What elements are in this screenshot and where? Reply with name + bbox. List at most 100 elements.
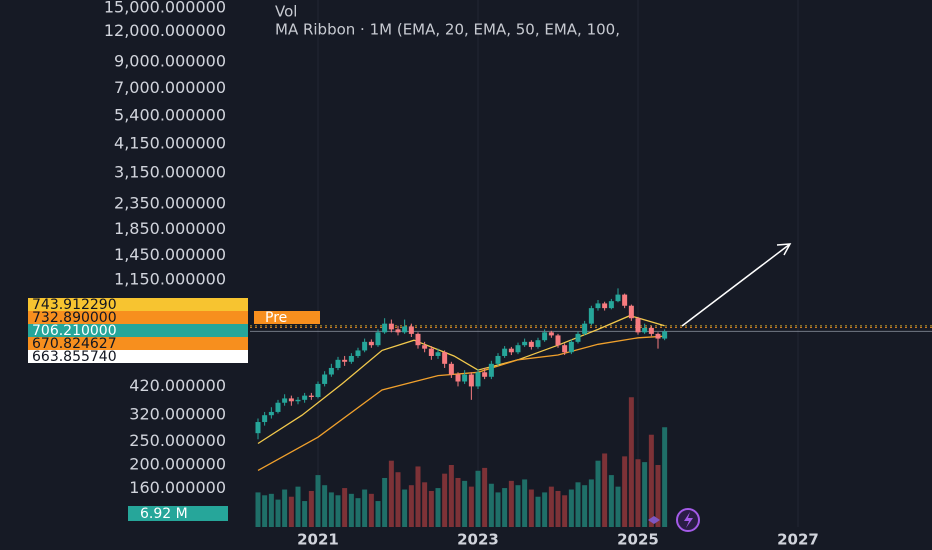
candle-body <box>375 332 381 346</box>
volume-bar <box>262 495 268 527</box>
candle-body <box>575 333 581 342</box>
candle-body <box>408 326 414 334</box>
candle-body <box>522 341 528 346</box>
volume-bar <box>615 486 621 527</box>
volume-bars <box>255 397 668 527</box>
candle-body <box>648 327 654 334</box>
candle-body <box>335 359 341 368</box>
volume-bar <box>255 492 261 527</box>
candle-body <box>495 355 501 364</box>
candle-body <box>435 352 441 356</box>
volume-bar <box>588 479 594 527</box>
icon-bolt <box>684 512 693 528</box>
pre-badge <box>254 311 320 324</box>
candle-body <box>395 329 401 333</box>
candle-body <box>348 355 354 362</box>
candle-body <box>402 326 408 333</box>
volume-bar <box>355 498 361 527</box>
y-tick-label: 5,400.000000 <box>114 106 226 125</box>
volume-bar <box>315 475 321 527</box>
candle-body <box>508 348 514 353</box>
volume-bar <box>575 482 581 527</box>
price-badge-label: 743.912290 <box>32 297 117 313</box>
candle-body <box>535 340 541 347</box>
candle-body <box>635 318 641 333</box>
candle-body <box>322 374 328 384</box>
volume-bar <box>495 492 501 527</box>
candle-body <box>562 345 568 353</box>
candle-body <box>255 422 261 434</box>
candles <box>255 288 668 471</box>
volume-bar <box>388 460 394 527</box>
pre-label: Pre <box>265 310 287 326</box>
candle-body <box>482 372 488 377</box>
candle-body <box>362 341 368 351</box>
candle-body <box>355 350 361 356</box>
overlay <box>648 243 792 532</box>
volume-bar <box>535 496 541 527</box>
price-badge-label: 706.210000 <box>32 323 117 339</box>
volume-bar <box>602 453 608 527</box>
volume-bar <box>455 477 461 527</box>
arrow-head <box>776 243 792 256</box>
volume-title: Vol <box>275 3 297 21</box>
candle-body <box>455 374 461 382</box>
volume-bar <box>528 489 534 527</box>
candle-body <box>588 308 594 324</box>
candle-body <box>268 411 274 416</box>
volume-bar <box>382 477 388 527</box>
volume-bar <box>442 473 448 527</box>
candle-body <box>422 345 428 349</box>
y-tick-label: 7,000.000000 <box>114 78 226 97</box>
volume-bar <box>362 489 368 527</box>
volume-bar <box>655 465 661 527</box>
volume-bar <box>302 501 308 527</box>
volume-bar <box>295 486 301 527</box>
candle-body <box>448 363 454 375</box>
volume-bar <box>648 434 654 527</box>
candle-body <box>342 359 348 362</box>
price-badge <box>28 311 248 324</box>
candle-body <box>488 363 494 377</box>
candle-body <box>368 341 374 346</box>
candle-body <box>288 398 294 402</box>
candle-body <box>602 303 608 309</box>
candle-body <box>462 374 468 382</box>
volume-bar <box>662 427 668 527</box>
volume-bar <box>548 486 554 527</box>
volume-bar <box>395 472 401 527</box>
candle-body <box>582 323 588 334</box>
x-tick-label: 2025 <box>617 531 659 549</box>
volume-bar <box>422 482 428 527</box>
volume-bar <box>462 480 468 527</box>
volume-badge <box>128 506 228 521</box>
x-tick-label: 2023 <box>457 531 499 549</box>
y-tick-label: 9,000.000000 <box>114 52 226 71</box>
candle-body <box>282 398 288 403</box>
y-tick-label: 3,150.000000 <box>114 163 226 182</box>
volume-bar <box>428 490 434 527</box>
volume-bar <box>555 490 561 527</box>
y-tick-label: 1,850.000000 <box>114 219 226 238</box>
candle-body <box>642 327 648 333</box>
price-badge <box>28 337 248 350</box>
x-tick-label: 2021 <box>297 531 339 549</box>
volume-bar <box>622 456 628 527</box>
volume-bar <box>288 496 294 527</box>
y-tick-label: 15,000.000000 <box>104 0 226 17</box>
candle-body <box>275 402 281 412</box>
volume-bar <box>348 493 354 527</box>
volume-bar <box>308 490 314 527</box>
candle-body <box>622 294 628 306</box>
volume-bar <box>448 465 454 527</box>
volume-bar <box>568 489 574 527</box>
volume-bar <box>402 489 408 527</box>
price-badge <box>28 324 248 337</box>
candle-body <box>655 333 661 339</box>
volume-bar <box>542 492 548 527</box>
labels: 2021 2023 2025 2027 15,000.000000 12,000.0000… <box>28 0 819 549</box>
candle-body <box>382 323 388 333</box>
price-badge-label: 663.855740 <box>32 349 117 365</box>
y-tick-label: 1,150.000000 <box>114 269 226 288</box>
